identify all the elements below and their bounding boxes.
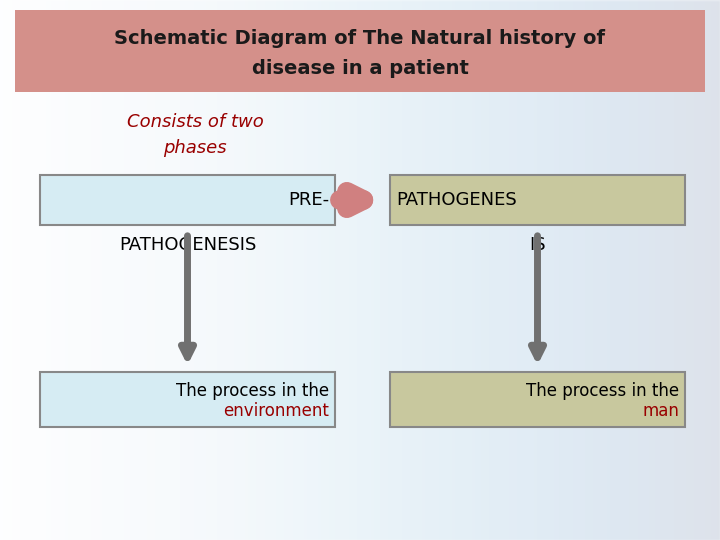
Text: IS: IS	[529, 236, 546, 254]
Text: PATHOGENES: PATHOGENES	[396, 191, 517, 209]
FancyBboxPatch shape	[390, 372, 685, 427]
Text: disease in a patient: disease in a patient	[251, 58, 469, 78]
Text: Consists of two: Consists of two	[127, 113, 264, 131]
Text: PATHOGENESIS: PATHOGENESIS	[119, 236, 256, 254]
Text: PRE-: PRE-	[288, 191, 329, 209]
FancyBboxPatch shape	[40, 372, 335, 427]
Text: environment: environment	[223, 402, 329, 420]
Text: man: man	[642, 402, 679, 420]
Text: Schematic Diagram of The Natural history of: Schematic Diagram of The Natural history…	[114, 29, 606, 48]
FancyBboxPatch shape	[15, 10, 705, 92]
FancyBboxPatch shape	[40, 175, 335, 225]
Text: phases: phases	[163, 139, 227, 157]
Text: The process in the: The process in the	[176, 381, 329, 400]
Text: The process in the: The process in the	[526, 381, 679, 400]
FancyBboxPatch shape	[390, 175, 685, 225]
